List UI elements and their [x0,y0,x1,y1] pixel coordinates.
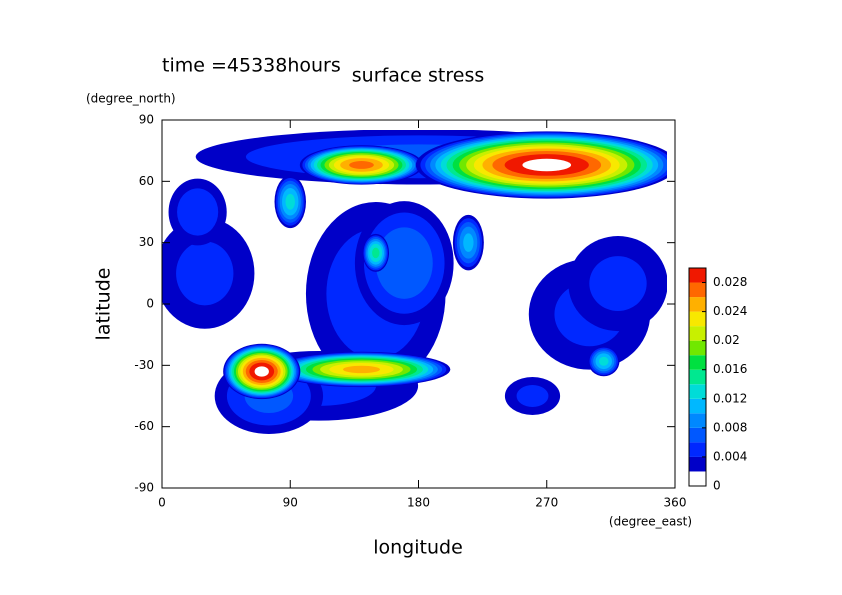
y-tick-label: -30 [134,358,154,372]
colorbar-tick-label: 0.016 [713,362,747,376]
colorbar-swatch [689,369,706,385]
colorbar-tick-label: 0.028 [713,275,747,289]
contour-region [176,241,234,306]
y-tick-label: 0 [146,297,154,311]
colorbar-swatch [689,471,706,486]
x-axis-label: longitude [373,537,463,559]
y-tick-label: 60 [139,174,154,188]
colorbar-swatch [689,442,706,457]
y-tick-label: -60 [134,419,154,433]
contour-region [285,193,295,210]
colorbar-swatch [689,427,706,443]
colorbar-swatch [689,268,706,283]
x-unit: (degree_east) [609,515,692,529]
colorbar-swatch [689,297,706,312]
colorbar-swatch [689,398,706,414]
contour-region [599,356,609,366]
colorbar-tick-label: 0.024 [713,304,747,318]
x-tick-label: 0 [158,496,166,510]
contour-region [516,385,549,407]
x-tick-label: 180 [407,496,430,510]
colorbar-tick-label: 0.008 [713,420,747,434]
y-tick-label: 90 [139,113,154,127]
colorbar-tick-label: 0.012 [713,391,747,405]
colorbar-swatch [689,355,706,370]
colorbar-tick-label: 0 [713,479,721,493]
colorbar-tick-label: 0.004 [713,449,747,463]
colorbar-tick-label: 0.02 [713,333,740,347]
colorbar-swatch [689,311,706,327]
colorbar-swatch [689,456,706,472]
colorbar-swatch [689,340,706,356]
contour-field [162,130,667,435]
contour-region [463,233,474,252]
colorbar-frame [688,267,707,487]
contour-region [375,227,433,299]
contour-region [589,256,647,311]
chart-title: surface stress [352,65,485,87]
chart-subtitle: time =45338hours [162,55,341,77]
contour-region [177,188,219,236]
x-tick-label: 270 [535,496,558,510]
y-tick-label: -90 [134,481,154,495]
contour-overflow [522,158,572,172]
contour-region [372,247,380,259]
colorbar-swatch [689,384,706,399]
y-axis-label: latitude [93,268,115,341]
colorbar-swatch [689,326,706,341]
y-tick-label: 30 [139,235,154,249]
y-unit: (degree_north) [86,92,176,106]
x-tick-label: 360 [664,496,687,510]
colorbar-swatch [689,282,706,298]
contour-overflow [254,366,269,377]
colorbar-swatch [689,413,706,428]
contour-region [342,365,381,374]
x-tick-label: 90 [283,496,298,510]
contour-region [349,161,374,169]
